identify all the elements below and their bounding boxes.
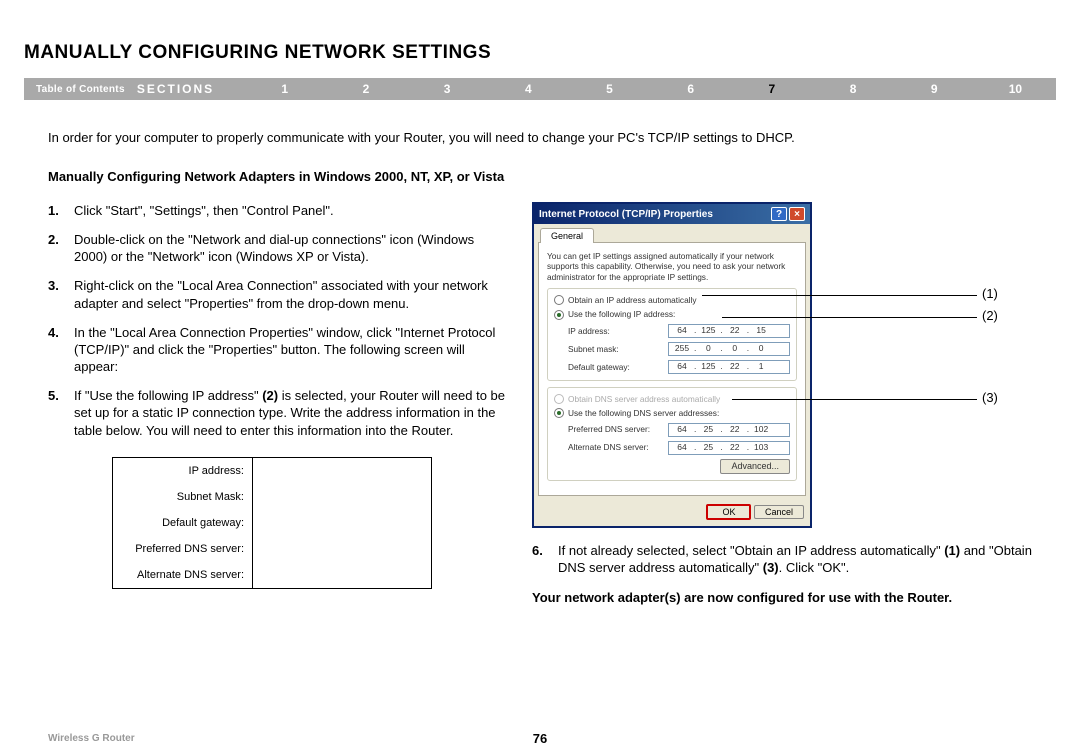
step-1: Click "Start", "Settings", then "Control… — [48, 202, 508, 219]
radio-auto-dns-label: Obtain DNS server address automatically — [568, 394, 720, 404]
label-ip: IP address: — [568, 326, 668, 336]
table-row: IP address: — [113, 457, 432, 484]
tab-general[interactable]: General — [540, 228, 594, 243]
radio-static-ip[interactable] — [554, 310, 564, 320]
radio-auto-dns[interactable] — [554, 394, 564, 404]
dialog-help-text: You can get IP settings assigned automat… — [547, 251, 797, 282]
step-6: If not already selected, select "Obtain … — [532, 542, 1032, 576]
input-gw[interactable]: 64.125.22.1 — [668, 360, 790, 374]
intro-text: In order for your computer to properly c… — [48, 130, 1032, 145]
callout-line-1 — [702, 295, 977, 296]
subheading: Manually Configuring Network Adapters in… — [48, 169, 1032, 184]
ok-button[interactable]: OK — [706, 504, 751, 520]
section-nav: Table of Contents SECTIONS 12345678910 — [24, 78, 1056, 100]
dialog-title-text: Internet Protocol (TCP/IP) Properties — [539, 209, 713, 220]
footer-page-number: 76 — [533, 731, 547, 746]
nav-sections-label: SECTIONS — [137, 82, 244, 96]
table-row: Default gateway: — [113, 510, 432, 536]
label-gw: Default gateway: — [568, 362, 668, 372]
final-note: Your network adapter(s) are now configur… — [532, 590, 1032, 605]
address-note-table: IP address: Subnet Mask: Default gateway… — [112, 457, 432, 589]
close-icon[interactable]: × — [789, 207, 805, 221]
help-icon[interactable]: ? — [771, 207, 787, 221]
nav-section-10[interactable]: 10 — [975, 82, 1056, 96]
label-mask: Subnet mask: — [568, 344, 668, 354]
step-5: If "Use the following IP address" (2) is… — [48, 387, 508, 438]
radio-static-ip-label: Use the following IP address: — [568, 309, 675, 319]
advanced-button[interactable]: Advanced... — [720, 459, 790, 474]
label-adns: Alternate DNS server: — [568, 442, 668, 452]
table-row: Preferred DNS server: — [113, 536, 432, 562]
radio-static-dns-label: Use the following DNS server addresses: — [568, 408, 719, 418]
nav-section-4[interactable]: 4 — [488, 82, 569, 96]
callout-line-2 — [722, 317, 977, 318]
callout-1: (1) — [982, 286, 998, 301]
label-pdns: Preferred DNS server: — [568, 424, 668, 434]
cancel-button[interactable]: Cancel — [754, 505, 804, 519]
step-6e: . Click "OK". — [779, 560, 850, 575]
input-adns[interactable]: 64.25.22.103 — [668, 441, 790, 455]
callout-line-3 — [732, 399, 977, 400]
step-4: In the "Local Area Connection Properties… — [48, 324, 508, 375]
page-footer: Wireless G Router 76 — [48, 733, 1032, 744]
radio-auto-ip-label: Obtain an IP address automatically — [568, 295, 697, 305]
dialog-titlebar: Internet Protocol (TCP/IP) Properties ? … — [534, 204, 810, 224]
step-2: Double-click on the "Network and dial-up… — [48, 231, 508, 265]
nav-section-3[interactable]: 3 — [407, 82, 488, 96]
nav-section-2[interactable]: 2 — [325, 82, 406, 96]
nav-section-8[interactable]: 8 — [812, 82, 893, 96]
radio-static-dns[interactable] — [554, 408, 564, 418]
nav-toc[interactable]: Table of Contents — [24, 84, 137, 95]
nav-section-9[interactable]: 9 — [894, 82, 975, 96]
nav-section-1[interactable]: 1 — [244, 82, 325, 96]
table-row: Alternate DNS server: — [113, 562, 432, 589]
nav-section-6[interactable]: 6 — [650, 82, 731, 96]
radio-auto-ip[interactable] — [554, 295, 564, 305]
step-5a: If "Use the following IP address" — [74, 388, 262, 403]
dns-fieldset: Obtain DNS server address automatically … — [547, 387, 797, 481]
nav-section-5[interactable]: 5 — [569, 82, 650, 96]
input-mask[interactable]: 255.0.0.0 — [668, 342, 790, 356]
step-6a: If not already selected, select "Obtain … — [558, 543, 944, 558]
input-ip[interactable]: 64.125.22.15 — [668, 324, 790, 338]
callout-3: (3) — [982, 390, 998, 405]
footer-product: Wireless G Router — [48, 733, 135, 744]
page-title: MANUALLY CONFIGURING NETWORK SETTINGS — [24, 42, 1056, 64]
tcpip-dialog: Internet Protocol (TCP/IP) Properties ? … — [532, 202, 812, 528]
step-5-ref: (2) — [262, 388, 278, 403]
step-6-ref1: (1) — [944, 543, 960, 558]
step-3: Right-click on the "Local Area Connectio… — [48, 277, 508, 311]
callout-2: (2) — [982, 308, 998, 323]
ip-fieldset: Obtain an IP address automatically Use t… — [547, 288, 797, 381]
step-6-ref3: (3) — [763, 560, 779, 575]
nav-section-7[interactable]: 7 — [731, 82, 812, 96]
input-pdns[interactable]: 64.25.22.102 — [668, 423, 790, 437]
table-row: Subnet Mask: — [113, 484, 432, 510]
